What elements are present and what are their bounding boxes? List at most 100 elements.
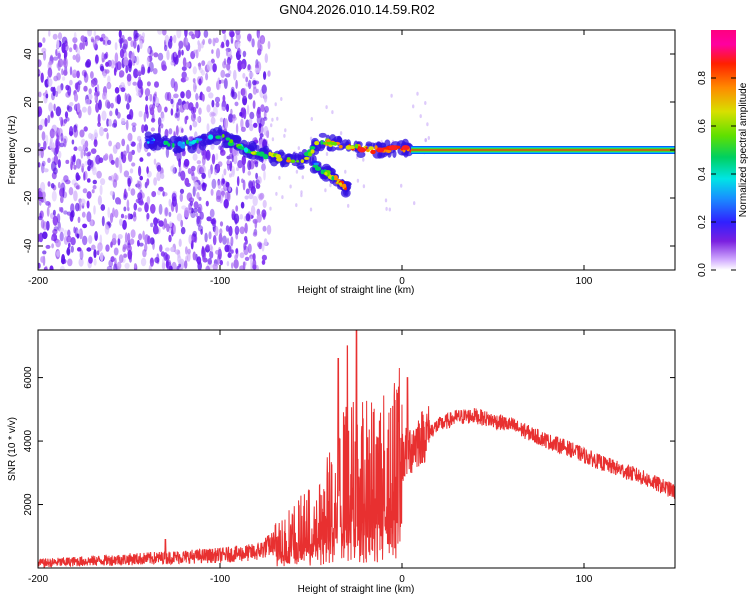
noise-cell <box>221 190 225 198</box>
noise-cell <box>106 118 110 127</box>
noise-cell <box>192 78 196 83</box>
signal-track-cell <box>366 149 370 152</box>
noise-cell <box>252 253 256 261</box>
noise-cell <box>267 40 271 50</box>
noise-cell <box>114 209 119 218</box>
noise-cell <box>110 241 113 248</box>
noise-cell <box>163 207 169 217</box>
branch-cell <box>341 183 347 189</box>
noise-cell <box>231 262 234 269</box>
noise-cell <box>210 188 214 196</box>
signal-track-cell <box>147 141 150 144</box>
noise-cell <box>38 124 43 131</box>
noise-cell <box>239 226 245 235</box>
signal-track-cell <box>250 151 256 155</box>
noise-cell <box>140 64 145 75</box>
noise-cell <box>71 139 75 145</box>
noise-cell <box>242 95 248 106</box>
noise-cell <box>138 242 144 247</box>
noise-cell <box>221 106 226 111</box>
noise-cell <box>50 110 54 118</box>
noise-cell <box>237 47 241 55</box>
noise-cell <box>133 68 139 79</box>
noise-cell <box>73 146 78 151</box>
noise-cell <box>265 130 269 138</box>
noise-cell <box>69 66 73 76</box>
signal-track-cell <box>276 157 283 162</box>
noise-cell <box>183 158 190 167</box>
noise-cell <box>237 160 243 169</box>
noise-cell <box>55 106 62 117</box>
signal-track-cell <box>290 159 296 163</box>
noise-cell <box>263 92 268 103</box>
noise-cell <box>165 247 170 252</box>
noise-cell <box>54 90 59 98</box>
noise-cell <box>295 169 299 174</box>
noise-cell <box>184 30 188 38</box>
noise-cell <box>233 259 239 269</box>
noise-cell <box>184 207 190 218</box>
spectrogram-ylabel: Frequency (Hz) <box>7 116 18 185</box>
noise-cell <box>194 30 199 38</box>
noise-cell <box>178 238 182 247</box>
y-tick-label: -40 <box>23 238 34 253</box>
noise-cell <box>77 47 81 58</box>
x-tick-label: -200 <box>28 276 48 287</box>
signal-track-cell <box>370 149 376 155</box>
x-tick-label: -100 <box>210 276 230 287</box>
noise-cell <box>121 117 126 125</box>
noise-cell <box>158 104 162 113</box>
noise-cell <box>47 67 53 78</box>
noise-cell <box>149 49 154 57</box>
noise-cell <box>76 174 81 181</box>
noise-cell <box>206 216 212 222</box>
noise-cell <box>212 63 217 73</box>
noise-cell <box>284 128 287 133</box>
noise-cell <box>123 206 127 212</box>
noise-cell <box>69 126 74 137</box>
noise-cell <box>400 183 403 188</box>
noise-cell <box>245 76 249 83</box>
noise-cell <box>198 78 202 86</box>
noise-cell <box>133 39 137 49</box>
noise-cell <box>152 68 158 75</box>
noise-cell <box>271 137 275 142</box>
noise-cell <box>347 203 350 208</box>
noise-cell <box>257 39 261 50</box>
noise-cell <box>122 219 127 230</box>
signal-track-cell <box>345 145 352 150</box>
noise-cell <box>170 108 174 116</box>
noise-cell <box>344 169 347 174</box>
noise-cell <box>235 30 241 36</box>
noise-cell <box>114 42 118 51</box>
noise-cell <box>193 201 199 209</box>
noise-cell <box>81 211 86 218</box>
noise-cell <box>97 122 101 127</box>
noise-cell <box>55 49 58 57</box>
noise-cell <box>230 35 234 44</box>
noise-cell <box>211 217 217 227</box>
noise-cell <box>124 215 128 220</box>
noise-cell <box>116 94 122 105</box>
noise-cell <box>242 261 246 270</box>
noise-cell <box>126 93 131 104</box>
noise-cell <box>38 70 41 75</box>
noise-cell <box>255 63 259 70</box>
noise-cell <box>109 212 114 223</box>
noise-cell <box>169 35 173 43</box>
noise-cell <box>67 258 73 267</box>
noise-cell <box>181 66 187 71</box>
noise-cell <box>139 175 143 181</box>
signal-track-cell <box>225 137 231 141</box>
noise-cell <box>82 188 88 194</box>
noise-cell <box>76 70 80 79</box>
noise-cell <box>47 114 51 124</box>
noise-cell <box>424 101 427 105</box>
noise-cell <box>235 79 238 89</box>
noise-cell <box>178 158 182 168</box>
noise-cell <box>201 93 205 102</box>
noise-cell <box>216 189 222 200</box>
signal-track-cell <box>148 137 154 141</box>
noise-cell <box>131 122 137 127</box>
